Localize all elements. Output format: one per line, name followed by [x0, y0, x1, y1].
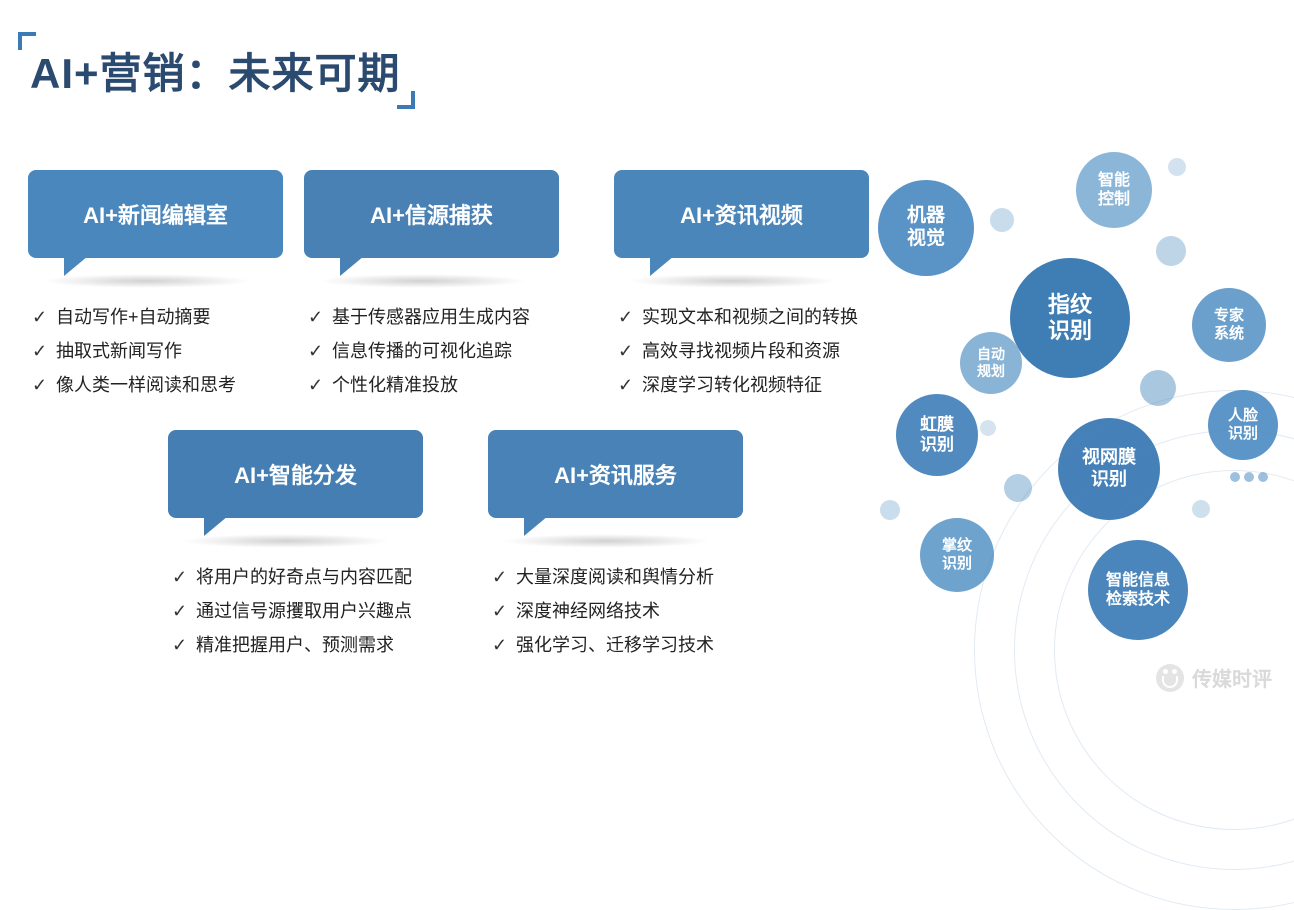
bullet-item: 个性化精准投放 — [304, 368, 559, 402]
bullet-item: 深度学习转化视频特征 — [614, 368, 869, 402]
card-label: AI+新闻编辑室 — [83, 198, 228, 230]
bullet-list: 基于传感器应用生成内容信息传播的可视化追踪个性化精准投放 — [304, 300, 559, 403]
concept-bubble: 机器视觉 — [878, 180, 974, 276]
decorative-dot — [1244, 472, 1254, 482]
decorative-dot — [880, 500, 900, 520]
concept-bubble: 人脸识别 — [1208, 390, 1278, 460]
topic-card: AI+新闻编辑室自动写作+自动摘要抽取式新闻写作像人类一样阅读和思考 — [28, 170, 283, 403]
card-label: AI+智能分发 — [234, 458, 357, 490]
concept-bubble: 虹膜识别 — [896, 394, 978, 476]
speech-bubble: AI+智能分发 — [168, 430, 423, 518]
bullet-list: 自动写作+自动摘要抽取式新闻写作像人类一样阅读和思考 — [28, 300, 283, 403]
bullet-item: 大量深度阅读和舆情分析 — [488, 560, 743, 594]
bullet-item: 强化学习、迁移学习技术 — [488, 628, 743, 662]
speech-tail-icon — [524, 516, 548, 536]
card-label: AI+资讯视频 — [680, 198, 803, 230]
decorative-dot — [1192, 500, 1210, 518]
bullet-item: 像人类一样阅读和思考 — [28, 368, 283, 402]
title-bracket-tl — [18, 32, 36, 50]
decorative-dot — [1004, 474, 1032, 502]
speech-tail-icon — [650, 256, 674, 276]
concept-bubble: 智能控制 — [1076, 152, 1152, 228]
bullet-item: 深度神经网络技术 — [488, 594, 743, 628]
decorative-dot — [1258, 472, 1268, 482]
arc-line — [1054, 470, 1294, 830]
topic-card: AI+信源捕获基于传感器应用生成内容信息传播的可视化追踪个性化精准投放 — [304, 170, 559, 403]
speech-shadow — [502, 534, 711, 548]
decorative-dot — [980, 420, 996, 436]
concept-bubble: 自动规划 — [960, 332, 1022, 394]
concept-bubble: 指纹识别 — [1010, 258, 1130, 378]
bullet-item: 将用户的好奇点与内容匹配 — [168, 560, 423, 594]
arc-line — [1014, 430, 1294, 870]
slide-title: AI+营销：未来可期 — [24, 38, 407, 103]
bullet-item: 精准把握用户、预测需求 — [168, 628, 423, 662]
speech-bubble: AI+资讯视频 — [614, 170, 869, 258]
speech-tail-icon — [204, 516, 228, 536]
bullet-item: 高效寻找视频片段和资源 — [614, 334, 869, 368]
watermark-text: 传媒时评 — [1192, 663, 1272, 692]
decorative-dot — [1230, 472, 1240, 482]
concept-bubble: 专家系统 — [1192, 288, 1266, 362]
speech-bubble: AI+新闻编辑室 — [28, 170, 283, 258]
speech-bubble: AI+信源捕获 — [304, 170, 559, 258]
speech-shadow — [318, 274, 527, 288]
decorative-dot — [1168, 158, 1186, 176]
topic-card: AI+智能分发将用户的好奇点与内容匹配通过信号源攫取用户兴趣点精准把握用户、预测… — [168, 430, 423, 663]
title-bracket-br — [397, 91, 415, 109]
wechat-icon — [1156, 664, 1184, 692]
bullet-item: 抽取式新闻写作 — [28, 334, 283, 368]
speech-shadow — [628, 274, 837, 288]
topic-card: AI+资讯服务大量深度阅读和舆情分析深度神经网络技术强化学习、迁移学习技术 — [488, 430, 743, 663]
bullet-item: 自动写作+自动摘要 — [28, 300, 283, 334]
bullet-item: 信息传播的可视化追踪 — [304, 334, 559, 368]
speech-tail-icon — [64, 256, 88, 276]
slide-title-wrap: AI+营销：未来可期 — [24, 38, 407, 103]
decorative-dot — [1140, 370, 1176, 406]
bullet-item: 基于传感器应用生成内容 — [304, 300, 559, 334]
card-label: AI+资讯服务 — [554, 458, 677, 490]
concept-bubble: 掌纹识别 — [920, 518, 994, 592]
speech-tail-icon — [340, 256, 364, 276]
speech-bubble: AI+资讯服务 — [488, 430, 743, 518]
topic-card: AI+资讯视频实现文本和视频之间的转换高效寻找视频片段和资源深度学习转化视频特征 — [614, 170, 869, 403]
decorative-dot — [990, 208, 1014, 232]
card-label: AI+信源捕获 — [370, 198, 493, 230]
bullet-list: 将用户的好奇点与内容匹配通过信号源攫取用户兴趣点精准把握用户、预测需求 — [168, 560, 423, 663]
bullet-item: 通过信号源攫取用户兴趣点 — [168, 594, 423, 628]
concept-bubble: 视网膜识别 — [1058, 418, 1160, 520]
decorative-dot — [1156, 236, 1186, 266]
bullet-item: 实现文本和视频之间的转换 — [614, 300, 869, 334]
concept-bubble: 智能信息检索技术 — [1088, 540, 1188, 640]
bullet-list: 实现文本和视频之间的转换高效寻找视频片段和资源深度学习转化视频特征 — [614, 300, 869, 403]
speech-shadow — [182, 534, 391, 548]
bullet-list: 大量深度阅读和舆情分析深度神经网络技术强化学习、迁移学习技术 — [488, 560, 743, 663]
watermark: 传媒时评 — [1156, 663, 1272, 692]
speech-shadow — [42, 274, 251, 288]
